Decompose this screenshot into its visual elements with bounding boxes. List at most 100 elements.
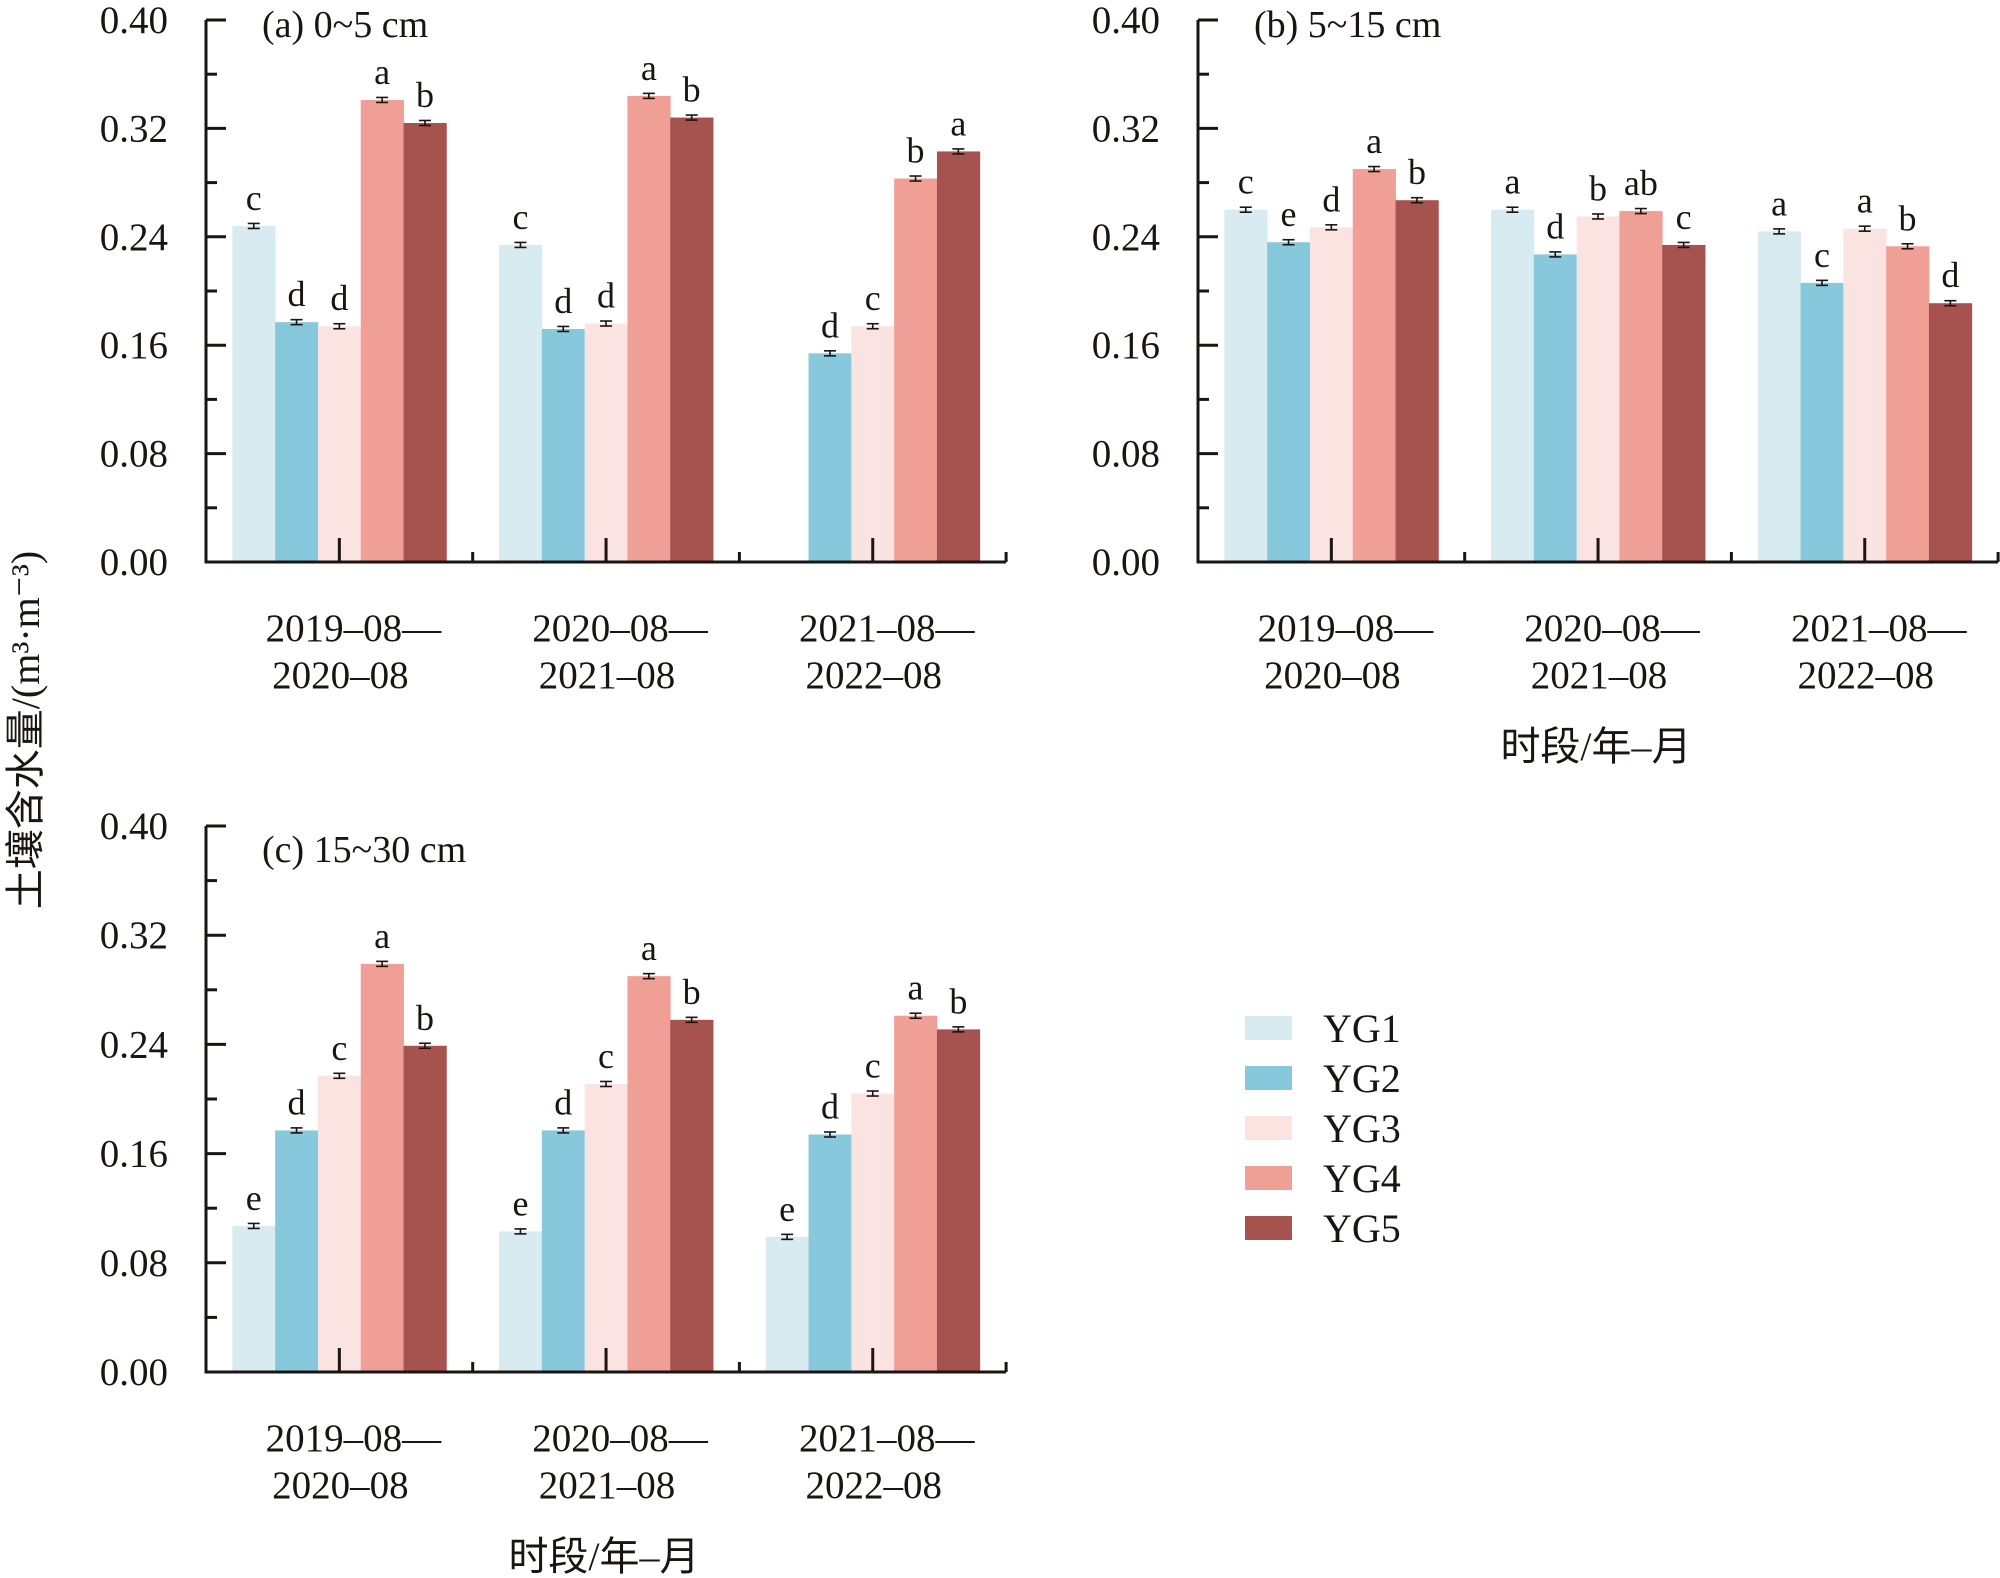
y-axis-title: 土壤含水量/(m³·m⁻³): [3, 551, 48, 909]
bar-yg4: [360, 963, 404, 1372]
significance-label: e: [246, 1178, 262, 1218]
error-bar: [1282, 238, 1295, 246]
significance-label: a: [641, 48, 657, 88]
panel-title: (c) 15~30 cm: [262, 829, 466, 871]
bar-yg3: [584, 323, 628, 562]
bar-yg4: [627, 95, 671, 562]
y-tick-label: 0.24: [100, 216, 168, 259]
error-bar: [1592, 213, 1605, 220]
significance-label: b: [683, 972, 701, 1012]
error-bar: [685, 114, 698, 121]
legend: YG1 YG2 YG3 YG4 YG5: [1245, 1006, 1401, 1251]
error-bar: [333, 1072, 346, 1080]
significance-label: d: [1322, 179, 1340, 219]
significance-label: b: [1408, 152, 1426, 192]
x-axis-title: 时段/年–月: [508, 1534, 699, 1578]
significance-label: d: [821, 1086, 839, 1126]
error-bar: [866, 322, 879, 330]
error-bar: [290, 1127, 303, 1134]
y-tick-label: 0.16: [1092, 324, 1160, 367]
bar-yg2: [808, 1134, 852, 1372]
bar-yg5: [670, 1019, 714, 1372]
x-tick-label: 2021–08—: [1791, 607, 1968, 650]
y-tick-label: 0.16: [100, 1133, 168, 1176]
bar-yg1: [1757, 231, 1801, 562]
error-bar: [685, 1016, 698, 1024]
error-bar: [1549, 251, 1562, 258]
bar-yg4: [1886, 246, 1930, 562]
error-bar: [1325, 224, 1338, 231]
x-tick-label: 2020–08: [1264, 654, 1401, 697]
error-bar: [1901, 242, 1914, 250]
bar-yg1: [1491, 209, 1535, 562]
error-bar: [600, 320, 613, 327]
bar-yg3: [1309, 227, 1354, 562]
bar-yg1: [499, 1231, 543, 1372]
error-bar: [1944, 299, 1957, 307]
bar-yg5: [403, 1045, 447, 1372]
error-bar: [1506, 206, 1519, 213]
bar-yg3: [851, 1093, 895, 1372]
error-bar: [1677, 241, 1690, 249]
significance-label: c: [512, 197, 528, 237]
bar-yg2: [541, 328, 586, 562]
significance-label: c: [865, 278, 881, 318]
bar-yg2: [541, 1130, 586, 1372]
bar-yg4: [1352, 169, 1396, 563]
x-tick-label: 2021–08: [539, 1464, 676, 1507]
error-bar: [247, 1222, 260, 1230]
y-tick-label: 0.40: [100, 0, 168, 42]
bar-yg4: [894, 1015, 938, 1372]
legend-label: YG2: [1323, 1056, 1401, 1101]
bar-yg1: [1224, 209, 1268, 562]
bar-yg3: [1576, 216, 1620, 562]
legend-label: YG3: [1323, 1106, 1401, 1151]
bar-yg5: [1928, 303, 1973, 562]
significance-label: a: [1366, 121, 1382, 161]
significance-label: b: [1899, 198, 1917, 238]
significance-label: d: [821, 305, 839, 345]
significance-label: d: [288, 1082, 306, 1122]
x-tick-label: 2022–08: [806, 654, 943, 697]
significance-label: a: [950, 103, 966, 143]
legend-label: YG5: [1323, 1206, 1401, 1251]
error-bar: [823, 350, 836, 357]
error-bar: [418, 1042, 431, 1050]
significance-label: c: [865, 1046, 881, 1086]
significance-label: c: [246, 178, 262, 218]
significance-label: e: [1281, 194, 1297, 234]
error-bar: [1634, 207, 1647, 215]
legend-item: YG2: [1245, 1056, 1401, 1101]
legend-swatch: [1245, 1116, 1292, 1140]
significance-label: d: [1941, 255, 1959, 295]
significance-label: a: [1504, 162, 1520, 202]
y-tick-label: 0.40: [100, 805, 168, 848]
x-tick-label: 2020–08—: [532, 1417, 709, 1460]
legend-swatch: [1245, 1166, 1292, 1190]
error-bar: [290, 318, 303, 326]
y-tick-label: 0.16: [100, 324, 168, 367]
significance-label: c: [331, 1028, 347, 1068]
y-tick-label: 0.00: [100, 1351, 168, 1394]
significance-label: a: [374, 52, 390, 92]
error-bar: [952, 148, 965, 155]
error-bar: [557, 1127, 570, 1134]
significance-label: d: [554, 1082, 572, 1122]
x-tick-label: 2021–08: [1531, 654, 1668, 697]
bar-yg1: [499, 244, 543, 562]
significance-label: b: [949, 981, 967, 1021]
significance-label: b: [416, 998, 434, 1038]
significance-label: d: [288, 274, 306, 314]
significance-label: a: [908, 968, 924, 1008]
significance-label: a: [374, 916, 390, 956]
y-tick-label: 0.24: [1092, 216, 1160, 259]
error-bar: [866, 1090, 879, 1097]
significance-label: c: [1676, 197, 1692, 237]
bar-yg1: [232, 225, 276, 562]
x-tick-label: 2020–08—: [532, 607, 709, 650]
panel-a: c cd ddd d ca abb ba0.000.080.160.240.320.4020…: [100, 0, 1008, 697]
panel-b: c aae dcd b aaabbbcd0.000.080.160.240.320.40…: [1092, 0, 2000, 769]
bar-yg5: [936, 1029, 981, 1372]
bar-yg2: [1533, 254, 1578, 563]
x-tick-label: 2021–08—: [799, 1417, 976, 1460]
